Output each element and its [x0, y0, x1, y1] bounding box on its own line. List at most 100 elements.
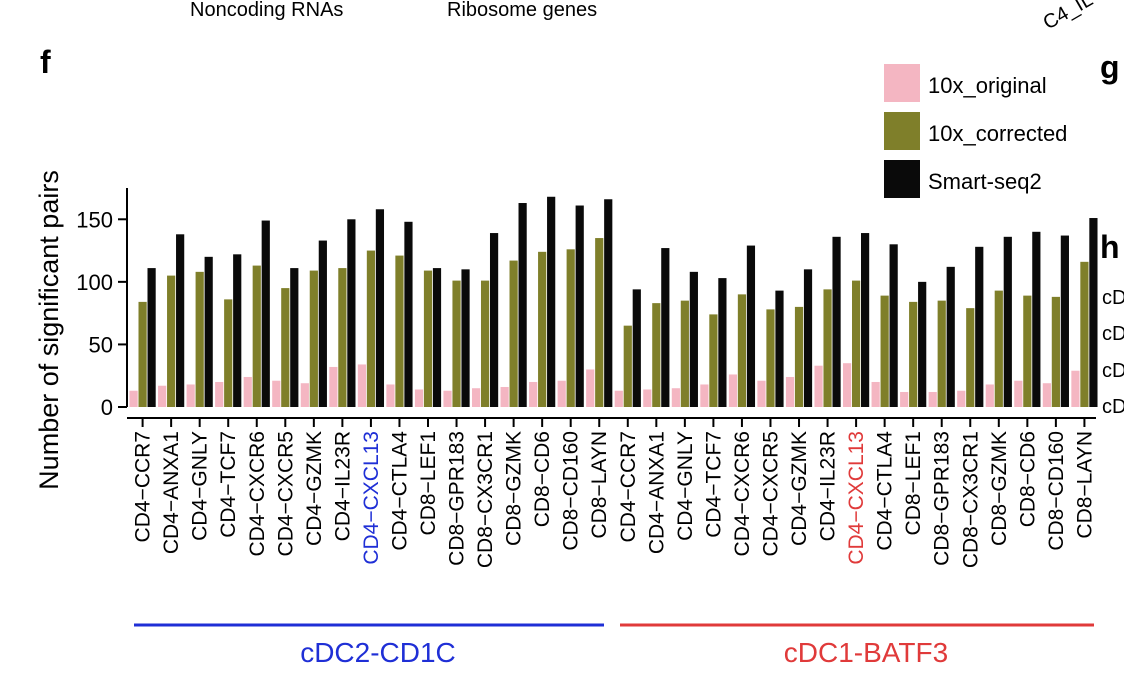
- bar-10x-corrected-2: [195, 271, 204, 407]
- x-tick-label-17: CD4−CCR7: [617, 431, 640, 542]
- legend-label-smart-seq2: Smart-seq2: [928, 169, 1042, 194]
- bar-10x-original-0: [129, 390, 138, 407]
- bar-10x-original-14: [529, 381, 538, 407]
- bar-10x-corrected-26: [880, 295, 889, 407]
- bar-10x-original-24: [814, 365, 823, 407]
- panel-label-g: g: [1100, 49, 1120, 85]
- bar-10x-corrected-16: [595, 238, 604, 407]
- bar-10x-original-12: [471, 388, 481, 407]
- bar-10x-original-23: [785, 376, 795, 407]
- x-tick-label-32: CD8−CD160: [1045, 431, 1068, 551]
- x-axis-tick-labels: CD4−CCR7 CD4−ANXA1 CD4−GNLY CD4−TCF7 CD4−CXC…: [132, 431, 1097, 568]
- bar-10x-corrected-32: [1051, 296, 1060, 407]
- x-tick-label-11: CD8−GPR183: [446, 431, 469, 566]
- bar-smart-seq2-3: [233, 254, 242, 407]
- x-tick-label-6: CD4−GZMK: [303, 431, 326, 546]
- bar-10x-corrected-27: [909, 301, 918, 407]
- y-axis-label: Number of significant pairs: [34, 170, 64, 490]
- bar-smart-seq2-25: [861, 233, 870, 407]
- bar-10x-original-26: [871, 381, 880, 407]
- bar-10x-original-29: [957, 390, 966, 407]
- y-tick-label-150: 150: [76, 207, 113, 232]
- x-axis-ticks: [141, 418, 1086, 427]
- bar-10x-original-27: [900, 391, 909, 407]
- bar-smart-seq2-16: [604, 199, 613, 407]
- right-fragment-3: cD: [1102, 360, 1124, 382]
- bar-10x-original-1: [158, 385, 167, 407]
- bar-10x-original-8: [357, 364, 367, 407]
- x-tick-label-15: CD8−CD160: [560, 431, 583, 551]
- bar-10x-original-7: [329, 366, 338, 407]
- bar-smart-seq2-21: [746, 245, 756, 407]
- bar-smart-seq2-8: [375, 209, 385, 407]
- bar-10x-corrected-1: [167, 275, 176, 407]
- bar-smart-seq2-22: [775, 290, 784, 407]
- bar-10x-corrected-10: [423, 270, 433, 407]
- bar-smart-seq2-19: [689, 271, 698, 407]
- bar-smart-seq2-20: [718, 278, 727, 407]
- top-fragment-noncoding: Noncoding RNAs: [190, 0, 343, 21]
- bar-10x-original-33: [1071, 370, 1080, 407]
- bar-10x-corrected-18: [652, 303, 661, 407]
- group-label-cdc2: cDC2-CD1C: [300, 637, 456, 668]
- bar-10x-corrected-20: [709, 314, 718, 407]
- bar-10x-corrected-11: [452, 280, 461, 407]
- bar-10x-corrected-22: [766, 309, 775, 407]
- top-fragment-ribosome: Ribosome genes: [447, 0, 597, 21]
- bar-10x-original-18: [643, 389, 652, 407]
- x-tick-label-1: CD4−ANXA1: [160, 431, 183, 554]
- bar-10x-corrected-23: [794, 306, 804, 407]
- bar-10x-corrected-8: [366, 250, 376, 407]
- x-tick-label-31: CD8−CD6: [1016, 431, 1039, 527]
- bar-10x-corrected-15: [566, 249, 575, 407]
- legend-swatch-10x-original: [884, 64, 920, 102]
- bar-10x-corrected-19: [680, 300, 689, 407]
- legend-swatch-smart-seq2: [884, 160, 920, 198]
- right-fragment-4: cD: [1102, 396, 1124, 418]
- bar-10x-corrected-0: [138, 301, 147, 407]
- bar-10x-original-21: [728, 374, 738, 407]
- x-tick-label-23: CD4−GZMK: [788, 431, 811, 546]
- bar-10x-original-13: [500, 386, 509, 407]
- x-tick-label-25: CD4−CXCL13: [845, 431, 868, 565]
- bar-smart-seq2-26: [889, 244, 898, 407]
- bar-10x-corrected-3: [224, 299, 233, 407]
- bar-10x-corrected-24: [823, 289, 832, 407]
- bar-smart-seq2-9: [404, 221, 413, 407]
- x-tick-label-30: CD8−GZMK: [988, 431, 1011, 546]
- x-tick-label-7: CD4−IL23R: [331, 431, 354, 541]
- top-fragment-c4: C4_IL: [1040, 0, 1097, 34]
- bar-smart-seq2-7: [347, 219, 356, 407]
- bar-10x-original-31: [1014, 380, 1023, 407]
- bar-10x-original-2: [186, 384, 195, 407]
- bar-10x-corrected-17: [623, 325, 632, 407]
- legend: 10x_original 10x_corrected Smart-seq2: [884, 64, 1067, 198]
- legend-label-10x-corrected: 10x_corrected: [928, 121, 1067, 146]
- x-tick-label-18: CD4−ANXA1: [645, 431, 668, 554]
- bar-10x-corrected-4: [252, 265, 261, 407]
- bars: [129, 196, 1098, 407]
- legend-swatch-10x-corrected: [884, 112, 920, 150]
- bar-10x-original-20: [700, 384, 709, 407]
- bar-smart-seq2-24: [832, 236, 841, 407]
- bar-smart-seq2-27: [918, 281, 927, 407]
- x-tick-label-19: CD4−GNLY: [674, 431, 697, 541]
- bar-10x-original-16: [586, 369, 595, 407]
- bar-10x-original-15: [557, 380, 566, 407]
- bar-10x-corrected-25: [852, 280, 861, 407]
- panel-label-h: h: [1100, 229, 1120, 265]
- x-tick-label-28: CD8−GPR183: [931, 431, 954, 566]
- x-tick-label-9: CD4−CTLA4: [388, 431, 411, 551]
- bar-10x-original-19: [671, 388, 680, 407]
- x-tick-label-33: CD8−LAYN: [1073, 431, 1096, 539]
- legend-label-10x-original: 10x_original: [928, 73, 1047, 98]
- x-tick-label-20: CD4−TCF7: [702, 431, 725, 538]
- x-tick-label-4: CD4−CXCR6: [246, 431, 269, 556]
- bar-10x-corrected-31: [1023, 295, 1032, 407]
- bar-smart-seq2-13: [518, 203, 527, 407]
- x-tick-label-26: CD4−CTLA4: [874, 431, 897, 551]
- bar-10x-original-6: [300, 383, 309, 407]
- y-tick-label-50: 50: [89, 332, 113, 357]
- bar-smart-seq2-2: [204, 256, 213, 407]
- bar-10x-corrected-9: [395, 255, 404, 407]
